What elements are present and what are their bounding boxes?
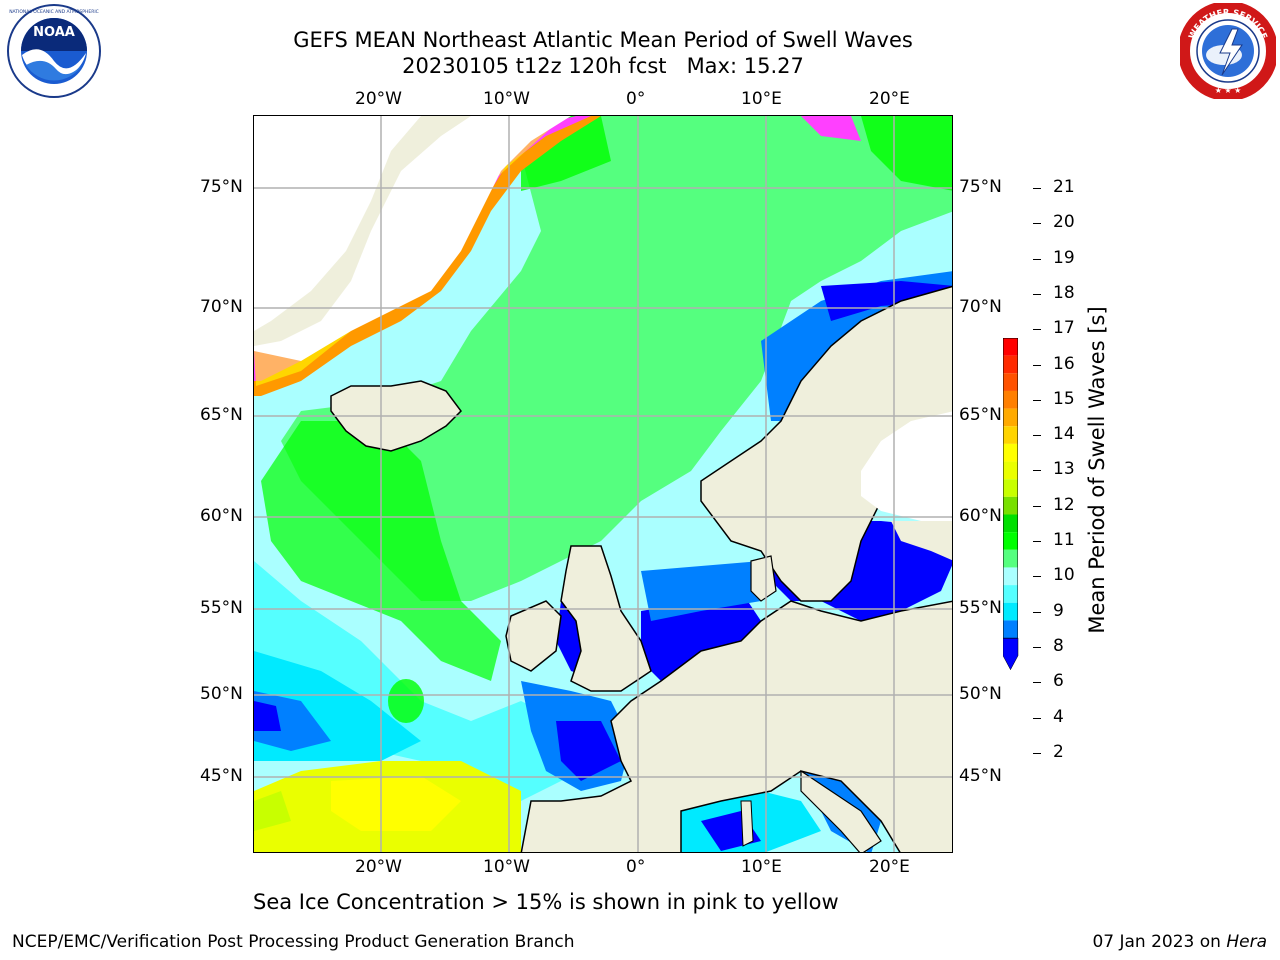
lat-label-right: 65°N: [959, 405, 1002, 425]
lon-label-bottom: 20°E: [869, 857, 910, 877]
colorbar: [1003, 338, 1019, 671]
lon-label-top: 10°W: [483, 89, 530, 109]
colorbar-swatch: [1003, 549, 1018, 568]
colorbar-frame: [1003, 338, 1018, 639]
colorbar-tick-label: 14: [1053, 424, 1075, 445]
lat-label-left: 65°N: [200, 405, 243, 425]
svg-text:NATIONAL OCEANIC AND ATMOSPHER: NATIONAL OCEANIC AND ATMOSPHERIC: [9, 9, 99, 15]
colorbar-swatch: [1003, 585, 1018, 603]
colorbar-tick-label: 21: [1053, 177, 1075, 197]
colorbar-tick-label: 20: [1053, 212, 1075, 233]
lat-label-left: 70°N: [200, 297, 243, 317]
lat-label-left: 45°N: [200, 766, 243, 786]
colorbar-tick-mark: [1033, 329, 1041, 331]
colorbar-tick-mark: [1033, 541, 1041, 542]
colorbar-tick-mark: [1033, 576, 1041, 578]
colorbar-swatch: [1003, 532, 1018, 550]
lon-label-top: 20°W: [355, 89, 402, 109]
swell-period-map: [254, 116, 952, 852]
colorbar-swatch: [1003, 390, 1018, 409]
svg-text:NOAA: NOAA: [33, 25, 75, 40]
colorbar-swatch: [1003, 338, 1018, 356]
colorbar-swatch: [1003, 514, 1018, 533]
colorbar-tick-label: 17: [1053, 318, 1075, 339]
colorbar-tick-label: 13: [1053, 459, 1075, 480]
colorbar-swatch: [1003, 461, 1018, 480]
colorbar-tick-mark: [1033, 505, 1041, 507]
colorbar-swatch: [1003, 637, 1019, 671]
colorbar-tick-mark: [1033, 364, 1041, 366]
noaa-logo: NOAA NATIONAL OCEANIC AND ATMOSPHERIC: [7, 4, 101, 98]
colorbar-tick-mark: [1033, 435, 1041, 437]
lon-label-top: 0°: [626, 89, 646, 109]
colorbar-tick-mark: [1033, 188, 1041, 189]
graticule: [254, 116, 952, 852]
colorbar-tick-label: 16: [1053, 353, 1075, 374]
colorbar-tick-mark: [1033, 717, 1041, 719]
lat-label-right: 70°N: [959, 297, 1002, 317]
colorbar-tick-mark: [1033, 399, 1041, 401]
colorbar-tick-mark: [1033, 223, 1041, 225]
nws-logo: WEATHER SERVICE ★ ★ ★: [1180, 3, 1276, 99]
colorbar-tick-label: 9: [1053, 600, 1064, 621]
colorbar-tick-label: 6: [1053, 671, 1064, 692]
lat-label-left: 75°N: [200, 177, 243, 197]
colorbar-swatch: [1003, 496, 1018, 515]
footer-credit: NCEP/EMC/Verification Post Processing Pr…: [12, 932, 575, 952]
lat-label-right: 50°N: [959, 684, 1002, 704]
colorbar-tick-label: 15: [1053, 388, 1075, 409]
colorbar-swatch: [1003, 355, 1018, 374]
lon-label-bottom: 20°W: [355, 857, 402, 877]
colorbar-tick-mark: [1033, 293, 1041, 295]
lon-label-bottom: 0°: [626, 857, 646, 877]
lat-label-left: 50°N: [200, 684, 243, 704]
lon-label-top: 10°E: [741, 89, 782, 109]
chart-title: GEFS MEAN Northeast Atlantic Mean Period…: [293, 28, 913, 52]
lat-label-left: 60°N: [200, 506, 243, 526]
lon-label-top: 20°E: [869, 89, 910, 109]
chart-subtitle: 20230105 t12z 120h fcst Max: 15.27: [402, 54, 804, 78]
footer-machine: Hera: [1226, 932, 1267, 952]
lat-label-right: 60°N: [959, 506, 1002, 526]
colorbar-swatch: [1003, 443, 1018, 462]
colorbar-swatch: [1003, 602, 1018, 621]
colorbar-tick-label: 19: [1053, 247, 1075, 268]
colorbar-tick-label: 4: [1053, 706, 1064, 727]
svg-text:★ ★ ★: ★ ★ ★: [1215, 86, 1242, 95]
footer-date: 07 Jan 2023 on Hera: [1092, 932, 1267, 952]
colorbar-tick-label: 8: [1053, 635, 1064, 656]
colorbar-tick-mark: [1033, 470, 1041, 472]
colorbar-swatch: [1003, 567, 1018, 586]
lat-label-right: 55°N: [959, 598, 1002, 618]
colorbar-tick-label: 18: [1053, 282, 1075, 303]
map-panel: [253, 115, 953, 853]
colorbar-swatch: [1003, 620, 1018, 639]
sea-ice-note: Sea Ice Concentration > 15% is shown in …: [253, 890, 839, 914]
lon-label-bottom: 10°W: [483, 857, 530, 877]
lat-label-right: 45°N: [959, 766, 1002, 786]
colorbar-tick-label: 11: [1053, 530, 1075, 550]
colorbar-tick-label: 10: [1053, 565, 1075, 586]
lat-label-right: 75°N: [959, 177, 1002, 197]
colorbar-swatch: [1003, 426, 1018, 444]
colorbar-tick-label: 12: [1053, 494, 1075, 515]
lat-label-left: 55°N: [200, 598, 243, 618]
colorbar-tick-mark: [1033, 646, 1041, 648]
colorbar-label: Mean Period of Swell Waves [s]: [1085, 306, 1109, 634]
colorbar-swatch: [1003, 408, 1018, 427]
colorbar-swatch: [1003, 373, 1018, 391]
colorbar-tick-mark: [1033, 258, 1041, 260]
colorbar-tick-label: 2: [1053, 741, 1064, 762]
footer-date-text: 07 Jan 2023 on: [1092, 932, 1227, 952]
colorbar-swatch: [1003, 479, 1018, 497]
colorbar-tick-mark: [1033, 752, 1041, 754]
lon-label-bottom: 10°E: [741, 857, 782, 877]
colorbar-tick-mark: [1033, 611, 1041, 613]
colorbar-tick-mark: [1033, 682, 1041, 684]
